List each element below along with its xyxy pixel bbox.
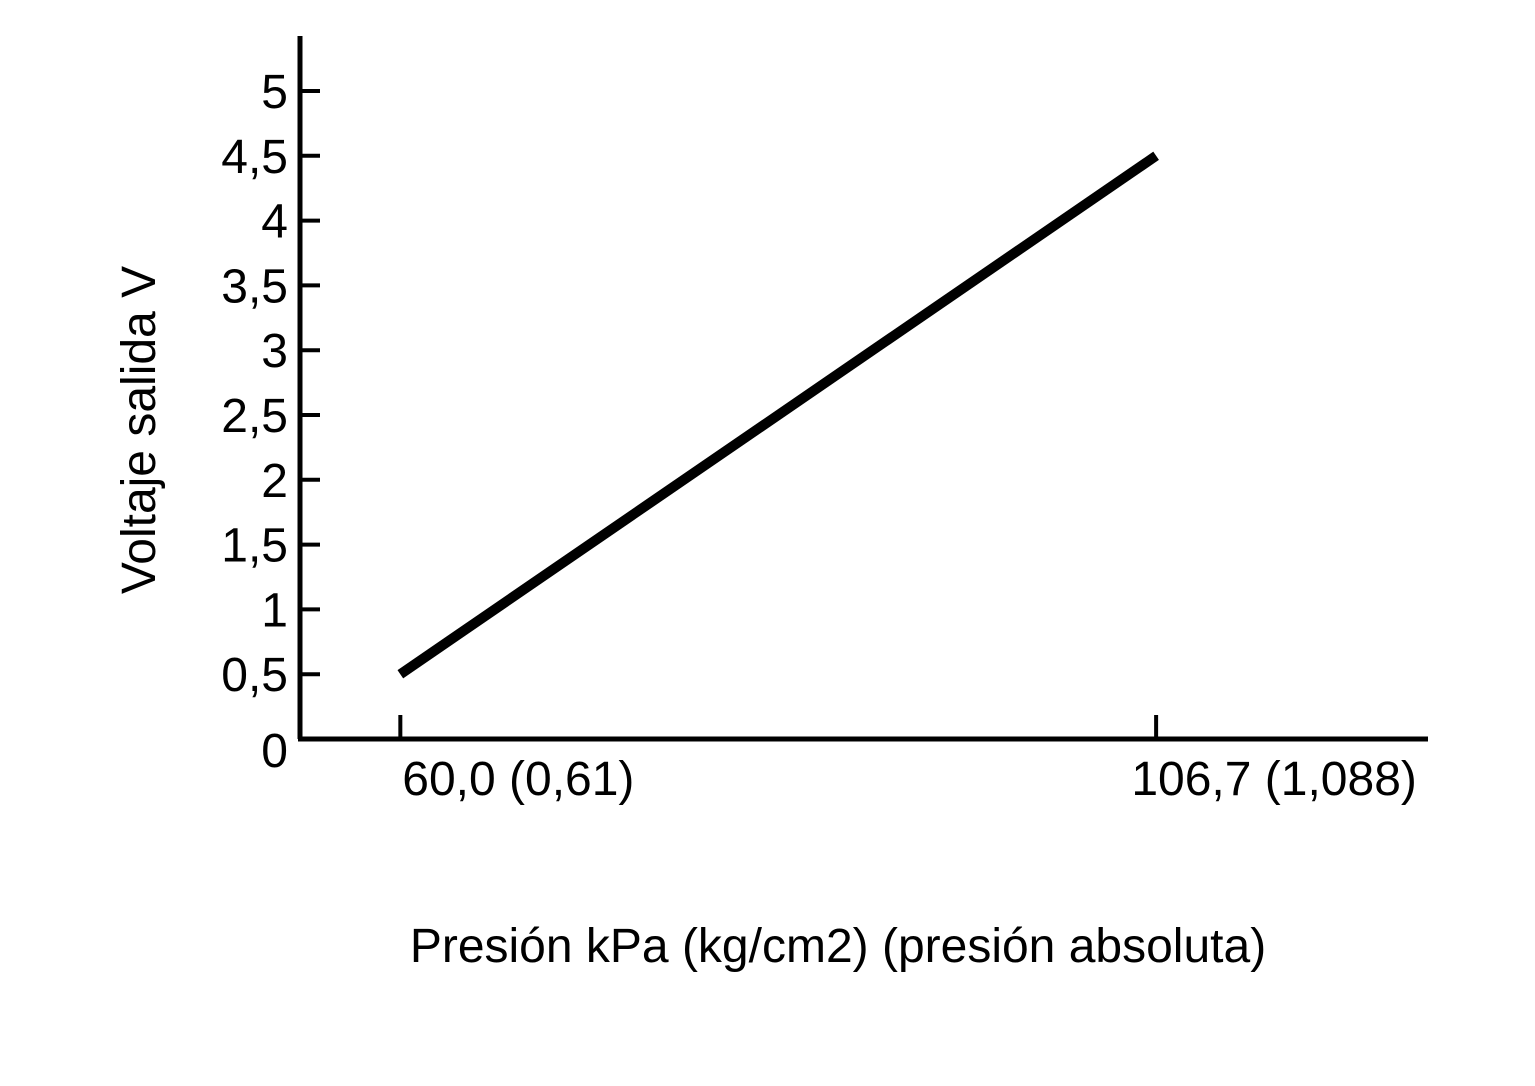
- y-tick-label: 5: [261, 66, 288, 119]
- y-tick-label: 1: [261, 584, 288, 637]
- y-tick-label: 2,5: [221, 390, 288, 443]
- y-axis-ticks: 0 0,5 1 1,5 2 2,5 3 3,5 4 4,5 5: [221, 66, 320, 778]
- y-axis-title: Voltaje salida V: [113, 266, 166, 594]
- x-tick-label: 106,7 (1,088): [1131, 753, 1417, 806]
- y-tick-label: 1,5: [221, 520, 288, 573]
- y-tick-label: 3: [261, 325, 288, 378]
- x-axis-ticks: 60,0 (0,61) 106,7 (1,088): [398, 715, 1417, 806]
- y-tick-label: 2: [261, 455, 288, 508]
- y-tick-label: 4: [261, 196, 288, 249]
- x-tick-label: 60,0 (0,61): [402, 753, 634, 806]
- y-tick-label: 4,5: [221, 131, 288, 184]
- x-axis-title: Presión kPa (kg/cm2) (presión absoluta): [410, 920, 1266, 973]
- y-tick-label: 0,5: [221, 649, 288, 702]
- series-group: [397, 151, 1159, 679]
- y-tick-label: 0: [261, 725, 288, 778]
- series-line: [397, 151, 1159, 679]
- y-tick-label: 3,5: [221, 260, 288, 313]
